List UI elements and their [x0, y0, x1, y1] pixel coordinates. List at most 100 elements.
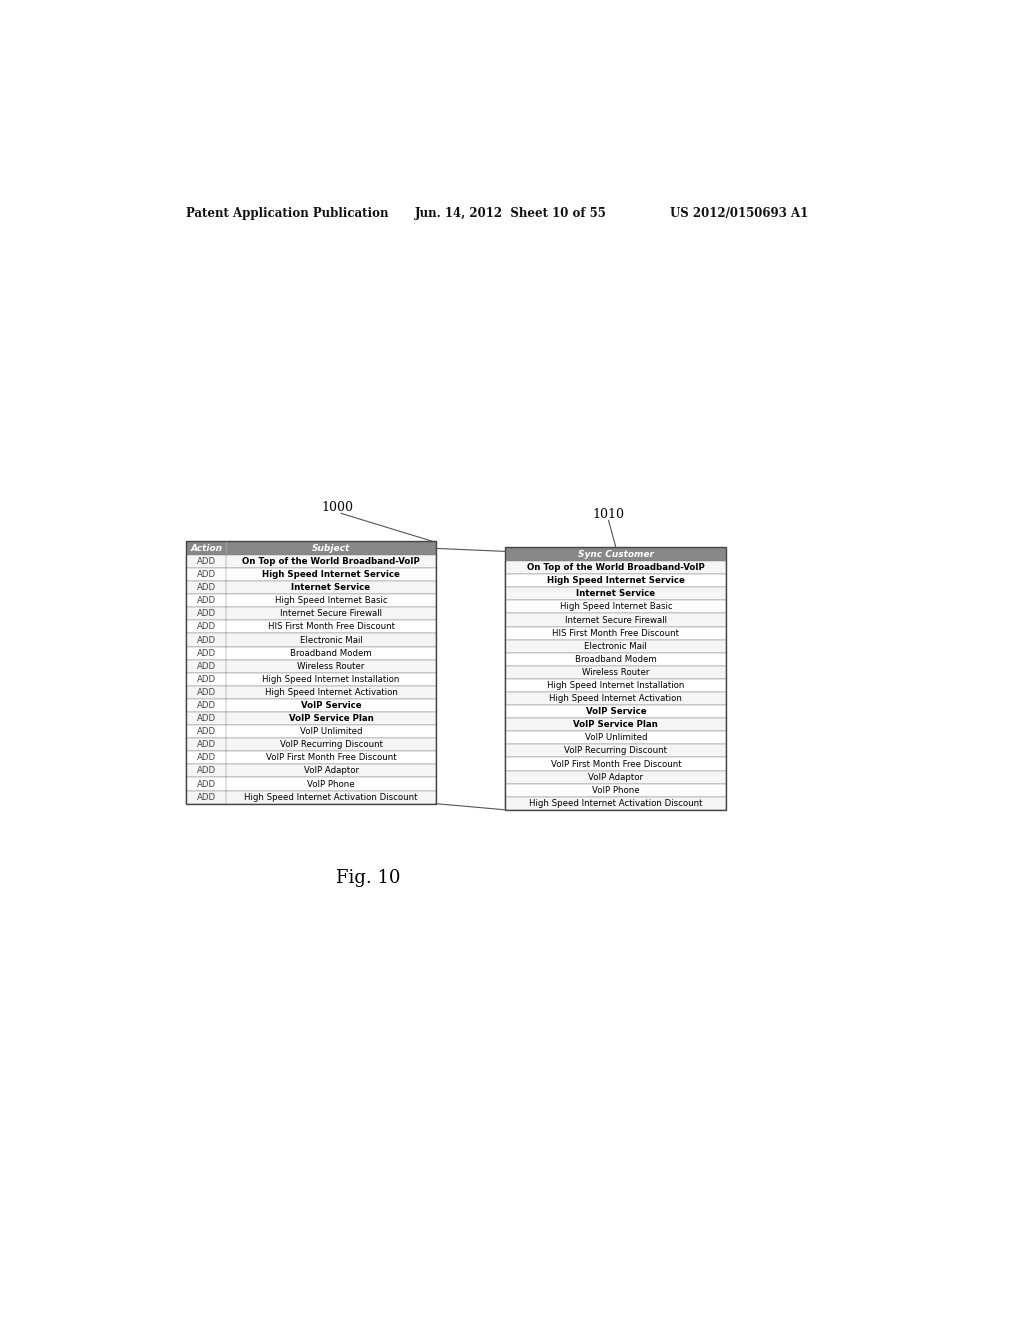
Bar: [506, 784, 726, 797]
Bar: [186, 751, 435, 764]
Text: High Speed Internet Basic: High Speed Internet Basic: [274, 597, 387, 606]
Text: Internet Service: Internet Service: [292, 583, 371, 593]
Text: High Speed Internet Activation: High Speed Internet Activation: [550, 694, 682, 704]
Text: VoIP Service Plan: VoIP Service Plan: [289, 714, 374, 723]
Text: US 2012/0150693 A1: US 2012/0150693 A1: [671, 207, 809, 220]
Bar: [186, 700, 435, 711]
Text: High Speed Internet Service: High Speed Internet Service: [262, 570, 400, 579]
Text: Broadband Modem: Broadband Modem: [290, 648, 372, 657]
Text: VoIP Recurring Discount: VoIP Recurring Discount: [280, 741, 383, 750]
Text: ADD: ADD: [197, 714, 216, 723]
Bar: [506, 744, 726, 758]
Bar: [506, 614, 726, 627]
Text: Patent Application Publication: Patent Application Publication: [186, 207, 389, 220]
Text: ADD: ADD: [197, 767, 216, 775]
Text: Wireless Router: Wireless Router: [297, 661, 365, 671]
Bar: [186, 711, 435, 725]
Bar: [506, 653, 726, 665]
Bar: [506, 574, 726, 587]
Text: ADD: ADD: [197, 780, 216, 788]
Text: Broadband Modem: Broadband Modem: [575, 655, 656, 664]
Text: VoIP Service: VoIP Service: [301, 701, 361, 710]
Text: Internet Service: Internet Service: [577, 589, 655, 598]
Text: ADD: ADD: [197, 727, 216, 737]
Text: On Top of the World Broadband-VoIP: On Top of the World Broadband-VoIP: [242, 557, 420, 566]
Bar: [186, 634, 435, 647]
Text: ADD: ADD: [197, 635, 216, 644]
Bar: [186, 738, 435, 751]
Text: VoIP Recurring Discount: VoIP Recurring Discount: [564, 746, 668, 755]
Bar: [506, 692, 726, 705]
Text: VoIP Adaptor: VoIP Adaptor: [303, 767, 358, 775]
Text: VoIP Phone: VoIP Phone: [592, 785, 640, 795]
Bar: [186, 725, 435, 738]
Bar: [186, 607, 435, 620]
Bar: [186, 686, 435, 700]
Bar: [506, 665, 726, 678]
Text: ADD: ADD: [197, 557, 216, 566]
Bar: [506, 627, 726, 640]
Bar: [186, 554, 435, 568]
Text: Internet Secure Firewall: Internet Secure Firewall: [280, 610, 382, 618]
Text: Sync Customer: Sync Customer: [578, 549, 654, 558]
Bar: [186, 594, 435, 607]
Text: High Speed Internet Installation: High Speed Internet Installation: [547, 681, 685, 690]
Bar: [186, 541, 435, 554]
Bar: [186, 777, 435, 791]
Text: ADD: ADD: [197, 741, 216, 750]
Text: VoIP First Month Free Discount: VoIP First Month Free Discount: [551, 759, 681, 768]
Text: VoIP Phone: VoIP Phone: [307, 780, 355, 788]
Text: High Speed Internet Activation Discount: High Speed Internet Activation Discount: [245, 792, 418, 801]
Text: Action: Action: [190, 544, 222, 553]
Bar: [506, 548, 726, 809]
Text: High Speed Internet Activation Discount: High Speed Internet Activation Discount: [529, 799, 702, 808]
Text: Internet Secure Firewall: Internet Secure Firewall: [565, 615, 667, 624]
Bar: [506, 561, 726, 574]
Bar: [186, 541, 435, 804]
Text: On Top of the World Broadband-VoIP: On Top of the World Broadband-VoIP: [527, 564, 705, 572]
Bar: [186, 620, 435, 634]
Text: Electronic Mail: Electronic Mail: [585, 642, 647, 651]
Text: ADD: ADD: [197, 583, 216, 593]
Text: Jun. 14, 2012  Sheet 10 of 55: Jun. 14, 2012 Sheet 10 of 55: [415, 207, 606, 220]
Bar: [506, 601, 726, 614]
Bar: [186, 647, 435, 660]
Text: High Speed Internet Basic: High Speed Internet Basic: [559, 602, 672, 611]
Text: ADD: ADD: [197, 688, 216, 697]
Text: 1000: 1000: [322, 500, 353, 513]
Text: ADD: ADD: [197, 754, 216, 763]
Text: ADD: ADD: [197, 792, 216, 801]
Text: ADD: ADD: [197, 648, 216, 657]
Bar: [506, 587, 726, 601]
Text: ADD: ADD: [197, 701, 216, 710]
Text: ADD: ADD: [197, 623, 216, 631]
Bar: [506, 771, 726, 784]
Bar: [186, 764, 435, 777]
Bar: [186, 660, 435, 673]
Text: VoIP First Month Free Discount: VoIP First Month Free Discount: [266, 754, 396, 763]
Bar: [506, 705, 726, 718]
Text: VoIP Adaptor: VoIP Adaptor: [589, 772, 643, 781]
Text: VoIP Unlimited: VoIP Unlimited: [300, 727, 362, 737]
Text: 1010: 1010: [593, 508, 625, 520]
Bar: [506, 731, 726, 744]
Text: ADD: ADD: [197, 570, 216, 579]
Text: Subject: Subject: [312, 544, 350, 553]
Text: VoIP Service Plan: VoIP Service Plan: [573, 721, 658, 729]
Bar: [186, 568, 435, 581]
Bar: [506, 797, 726, 809]
Bar: [506, 640, 726, 653]
Bar: [186, 673, 435, 686]
Text: ADD: ADD: [197, 597, 216, 606]
Bar: [506, 718, 726, 731]
Text: ADD: ADD: [197, 610, 216, 618]
Bar: [186, 581, 435, 594]
Text: VoIP Unlimited: VoIP Unlimited: [585, 734, 647, 742]
Bar: [506, 548, 726, 561]
Bar: [186, 791, 435, 804]
Text: Wireless Router: Wireless Router: [583, 668, 649, 677]
Text: High Speed Internet Service: High Speed Internet Service: [547, 577, 685, 585]
Text: HIS First Month Free Discount: HIS First Month Free Discount: [552, 628, 679, 638]
Text: High Speed Internet Activation: High Speed Internet Activation: [264, 688, 397, 697]
Text: High Speed Internet Installation: High Speed Internet Installation: [262, 675, 399, 684]
